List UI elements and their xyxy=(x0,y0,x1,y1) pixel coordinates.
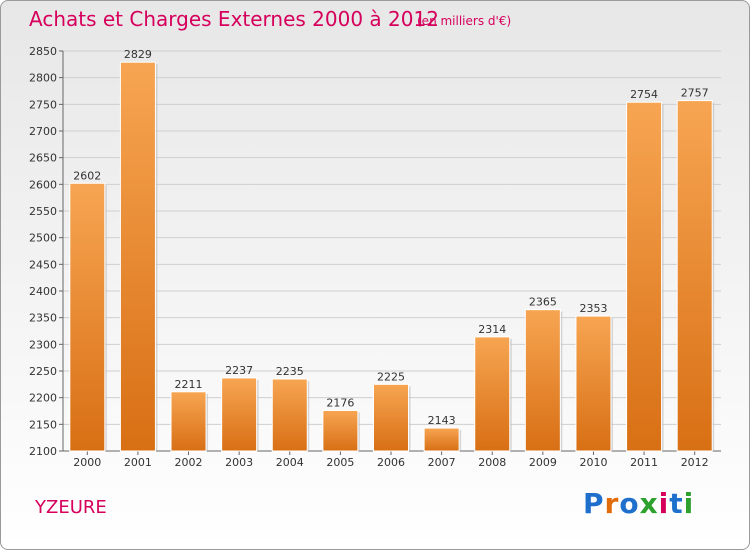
logo-letter: i xyxy=(658,487,670,520)
bars xyxy=(69,61,715,452)
x-tick-label: 2004 xyxy=(276,456,304,469)
bar xyxy=(423,427,460,452)
bar xyxy=(322,409,359,452)
bar xyxy=(119,61,156,452)
logo-letter: i xyxy=(683,487,695,520)
y-tick-label: 2850 xyxy=(29,45,57,58)
data-label: 2176 xyxy=(326,396,354,409)
logo-letter: P xyxy=(583,487,605,520)
y-tick-label: 2300 xyxy=(29,338,57,351)
x-tick-label: 2007 xyxy=(428,456,456,469)
data-label: 2143 xyxy=(428,414,456,427)
chart-subtitle: (en milliers d'€) xyxy=(417,14,512,28)
data-label: 2602 xyxy=(73,169,101,182)
data-label: 2225 xyxy=(377,370,405,383)
bar xyxy=(676,100,713,452)
y-tick-label: 2800 xyxy=(29,72,57,85)
bar xyxy=(69,182,106,452)
y-tick-label: 2250 xyxy=(29,365,57,378)
x-tick-label: 2001 xyxy=(124,456,152,469)
bar xyxy=(575,315,612,452)
proxiti-logo[interactable]: Proxiti xyxy=(583,487,694,520)
data-label: 2235 xyxy=(276,365,304,378)
data-label: 2829 xyxy=(124,48,152,61)
x-tick-label: 2005 xyxy=(326,456,354,469)
bar xyxy=(373,383,409,452)
y-tick-label: 2750 xyxy=(29,98,57,111)
city-name: YZEURE xyxy=(35,497,107,518)
y-tick-label: 2700 xyxy=(29,125,57,138)
data-label: 2365 xyxy=(529,296,557,309)
data-label: 2353 xyxy=(579,302,607,315)
bar xyxy=(271,378,308,452)
bar xyxy=(474,336,511,452)
x-tick-label: 2000 xyxy=(73,456,101,469)
y-tick-label: 2400 xyxy=(29,285,57,298)
logo-letter: o xyxy=(619,487,640,520)
y-tick-label: 2550 xyxy=(29,205,57,218)
data-label: 2754 xyxy=(630,88,658,101)
y-tick-label: 2450 xyxy=(29,258,57,271)
logo-letter: x xyxy=(639,487,659,520)
data-label: 2237 xyxy=(225,364,253,377)
chart-title: Achats et Charges Externes 2000 à 2012 xyxy=(29,7,439,31)
bar xyxy=(626,101,663,452)
data-label: 2314 xyxy=(478,323,506,336)
y-tick-label: 2600 xyxy=(29,178,57,191)
x-tick-label: 2006 xyxy=(377,456,405,469)
y-tick-label: 2650 xyxy=(29,152,57,165)
data-label: 2211 xyxy=(175,378,203,391)
y-tick-label: 2500 xyxy=(29,232,57,245)
y-tick-label: 2100 xyxy=(29,445,57,458)
y-tick-label: 2150 xyxy=(29,418,57,431)
data-labels: 2602 2829 2211 2237 2235 2176 2225 2143 2314 2365… xyxy=(73,48,708,427)
bar xyxy=(524,309,561,452)
x-tick-label: 2012 xyxy=(681,456,709,469)
x-tick-label: 2002 xyxy=(175,456,203,469)
x-tick-label: 2009 xyxy=(529,456,557,469)
axes: 2100 2150 2200 2250 2300 2350 2400 2450 2500 2550… xyxy=(29,45,721,469)
logo-letter: t xyxy=(669,487,684,520)
data-label: 2757 xyxy=(681,87,709,100)
x-tick-label: 2008 xyxy=(478,456,506,469)
y-tick-label: 2350 xyxy=(29,312,57,325)
y-tick-label: 2200 xyxy=(29,392,57,405)
logo-letter: r xyxy=(604,487,620,520)
x-tick-label: 2010 xyxy=(579,456,607,469)
x-tick-label: 2011 xyxy=(630,456,658,469)
bar xyxy=(221,377,258,452)
x-tick-label: 2003 xyxy=(225,456,253,469)
bar xyxy=(170,391,207,452)
